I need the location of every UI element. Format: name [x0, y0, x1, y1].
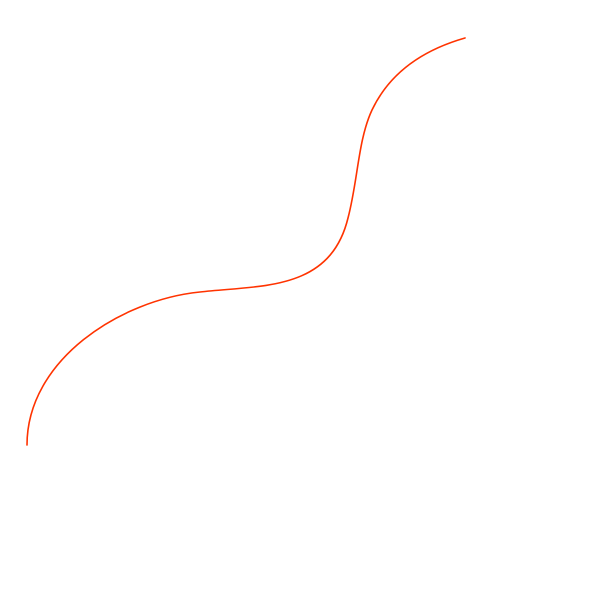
- s-curve-path: [26, 37, 466, 446]
